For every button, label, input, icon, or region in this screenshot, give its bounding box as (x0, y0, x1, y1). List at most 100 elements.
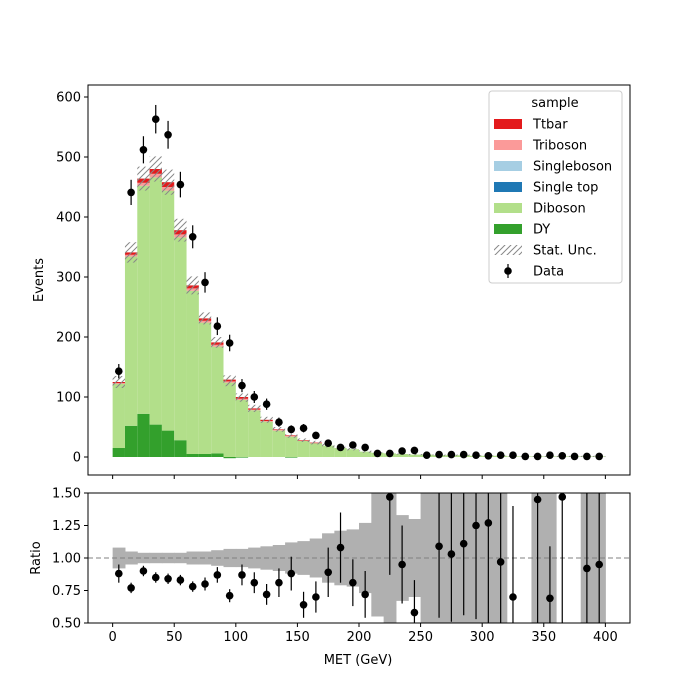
data-marker (349, 441, 357, 449)
ratio-point (262, 584, 271, 605)
ratio-marker (336, 543, 345, 552)
data-point (398, 447, 406, 455)
data-marker (459, 450, 468, 459)
ratio-point (361, 571, 369, 618)
data-point (472, 451, 480, 460)
histogram-bar (359, 451, 372, 457)
ratio-marker (558, 493, 567, 501)
histogram-bar (186, 290, 199, 454)
ratio-point (496, 493, 505, 623)
legend-label: Single top (533, 181, 598, 196)
data-point (385, 449, 394, 458)
ratio-band-bin (112, 547, 126, 569)
x-tick-label: 50 (166, 630, 183, 645)
x-tick-label: 100 (223, 630, 248, 645)
ratio-point (164, 573, 172, 584)
ratio-marker (164, 575, 172, 583)
ratio-point (447, 493, 456, 622)
ratio-point (127, 582, 135, 594)
ratio-marker (250, 578, 259, 587)
data-marker (385, 449, 394, 458)
ratio-point (201, 577, 209, 591)
ratio-band-bin (272, 545, 286, 571)
data-marker (262, 400, 271, 409)
data-point (373, 449, 382, 458)
x-tick-label: 300 (470, 630, 495, 645)
ratio-band-bin (359, 522, 372, 594)
histogram-bar (124, 425, 138, 457)
legend-item-single-top: Single top (494, 181, 598, 196)
legend-label: Stat. Unc. (533, 244, 597, 259)
ratio-x-ticks: 0 50 100 150 200 250 300 350 400 (108, 623, 618, 645)
ratio-point (558, 493, 567, 623)
main-y-tick-label: 400 (56, 211, 81, 226)
stat-unc-hatch (186, 276, 199, 295)
x-tick-label: 400 (593, 630, 618, 645)
legend-item-diboson: Diboson (494, 202, 586, 217)
data-marker (250, 393, 259, 401)
stacked-histogram (112, 169, 606, 459)
data-marker (238, 381, 246, 390)
ratio-marker (213, 571, 222, 579)
ratio-uncertainty-band (112, 493, 606, 623)
ratio-point (533, 493, 542, 623)
ratio-point (238, 564, 246, 586)
ratio-point (188, 581, 197, 592)
ratio-marker (398, 560, 406, 569)
histogram-bar (161, 190, 175, 431)
data-point (595, 452, 604, 461)
main-plot: 0 100 200 300 400 500 600 Events (32, 84, 631, 479)
histogram-bar (174, 440, 187, 457)
stat-unc-hatch (198, 312, 212, 325)
ratio-point (583, 493, 591, 623)
data-marker (546, 451, 554, 460)
legend: sample Ttbar Triboson Singleboson Single to… (488, 90, 623, 284)
histogram-bar (112, 448, 125, 457)
legend-frame (488, 90, 623, 284)
ratio-marker (188, 582, 197, 591)
ratio-marker (533, 495, 542, 504)
data-marker (533, 452, 542, 461)
stat-unc-hatch (408, 454, 421, 456)
ratio-point (324, 547, 333, 597)
data-point (570, 452, 579, 461)
main-y-tick-label: 300 (56, 271, 81, 286)
data-marker (287, 425, 296, 434)
ratio-marker (595, 560, 604, 569)
ratio-point (349, 559, 357, 607)
ratio-band-bin (137, 552, 151, 564)
ratio-point (225, 589, 234, 603)
ratio-marker (349, 578, 357, 587)
histogram-bar (297, 440, 310, 457)
ratio-marker (127, 584, 135, 592)
ratio-point (250, 572, 259, 594)
legend-label: DY (533, 223, 550, 238)
stat-unc-hatch (272, 427, 286, 432)
legend-marker (504, 267, 512, 275)
histogram-bar (322, 445, 335, 457)
x-axis-label: MET (GeV) (324, 653, 393, 668)
data-point (349, 441, 357, 449)
ratio-band-bin (297, 541, 311, 575)
histogram-bar (395, 454, 409, 457)
data-marker (225, 339, 234, 347)
ratio-marker (238, 571, 246, 579)
ratio-marker (151, 573, 160, 582)
histogram-bar (260, 421, 273, 457)
stat-unc-hatch (112, 376, 125, 388)
ratio-point (398, 525, 406, 604)
x-tick-label: 0 (108, 630, 116, 645)
ratio-point (336, 512, 345, 583)
ratio-marker (546, 594, 554, 603)
ratio-marker (262, 590, 271, 599)
histogram-bar (223, 382, 236, 457)
data-point (188, 225, 197, 249)
data-marker (558, 452, 567, 460)
histogram-bar (198, 454, 212, 457)
ratio-marker (312, 593, 320, 601)
ratio-y-tick-label: 1.50 (52, 487, 81, 502)
ratio-marker (583, 564, 591, 573)
histogram-bar (149, 177, 162, 425)
ratio-y-axis-label: Ratio (29, 541, 44, 574)
